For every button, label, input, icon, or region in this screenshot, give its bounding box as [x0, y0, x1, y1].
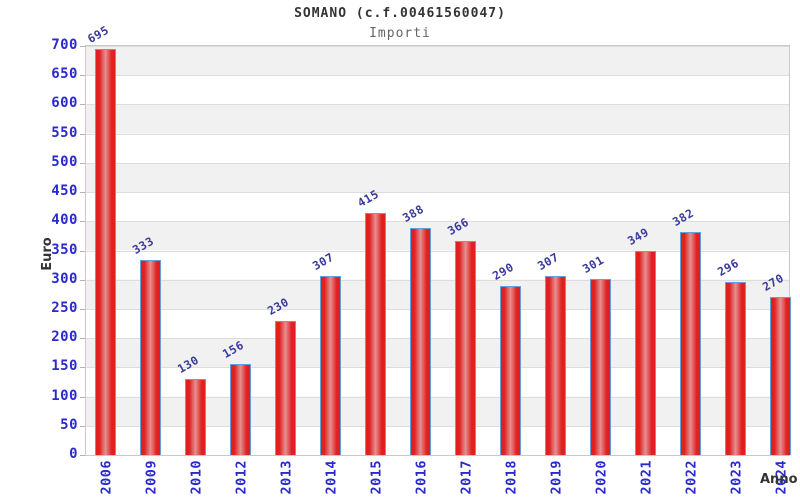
- bar-value-label-2022: 382: [669, 205, 696, 229]
- x-tick-label-2010: 2010: [188, 459, 204, 495]
- x-tick-label-2018: 2018: [503, 459, 519, 495]
- y-tick-label-200: 200: [51, 329, 78, 346]
- y-tick-label-450: 450: [51, 183, 78, 200]
- y-tick-label-0: 0: [69, 446, 78, 462]
- y-tick-mark-450: [80, 192, 85, 194]
- plot-area: 695 333 130 156 230 307 415 388 366 290 307 301 349 3…: [85, 23, 791, 456]
- x-tick-label-2022: 2022: [683, 459, 699, 495]
- bar-2014: [320, 275, 341, 455]
- y-tick-mark-200: [80, 338, 85, 340]
- x-tick-label-2015: 2015: [368, 459, 384, 495]
- bar-2006: [95, 48, 116, 455]
- y-tick-mark-350: [80, 250, 85, 252]
- y-tick-label-50: 50: [60, 416, 78, 433]
- y-tick-mark-700: [80, 46, 85, 47]
- bar-value-label-2021: 349: [624, 224, 651, 249]
- y-tick-label-250: 250: [51, 299, 78, 316]
- gridline-700: [86, 46, 789, 47]
- bar-value-label-2012: 156: [219, 337, 246, 361]
- bar-2018: [500, 285, 521, 455]
- bar-2022: [680, 231, 701, 455]
- x-axis-title: Anno: [760, 472, 798, 487]
- y-tick-label-400: 400: [51, 212, 78, 229]
- y-tick-mark-650: [80, 75, 85, 77]
- y-tick-label-650: 650: [51, 66, 78, 83]
- bar-value-label-2024: 270: [759, 270, 786, 295]
- gridline-650: [86, 75, 789, 77]
- bar-2012: [230, 363, 251, 455]
- bar-2020: [590, 279, 611, 455]
- chart-subtitle: Importi: [369, 26, 431, 41]
- gridline-550: [86, 133, 789, 135]
- bar-2021: [635, 251, 656, 455]
- gridline-300: [86, 279, 789, 281]
- bar-value-label-2015: 415: [354, 186, 381, 210]
- y-tick-label-150: 150: [51, 358, 78, 375]
- chart-title: SOMANO (c.f.00461560047): [294, 6, 506, 21]
- bar-2013: [275, 320, 296, 455]
- bar-value-label-2023: 296: [714, 255, 741, 280]
- y-tick-mark-550: [80, 133, 85, 135]
- gridline-100: [86, 396, 789, 398]
- y-tick-mark-600: [80, 104, 85, 106]
- bar-value-label-2017: 366: [444, 214, 471, 239]
- bar-2010: [185, 379, 206, 455]
- x-tick-label-2014: 2014: [323, 459, 339, 495]
- y-tick-mark-100: [80, 396, 85, 398]
- gridline-350: [86, 250, 789, 252]
- bar-value-label-2019: 307: [534, 249, 561, 273]
- y-tick-mark-0: [80, 455, 85, 456]
- gridline-150: [86, 367, 789, 369]
- x-tick-label-2021: 2021: [638, 459, 654, 495]
- bar-2009: [140, 260, 161, 455]
- x-tick-label-2016: 2016: [413, 459, 429, 495]
- y-tick-mark-400: [80, 221, 85, 223]
- gridline-50: [86, 425, 789, 427]
- bar-value-label-2009: 333: [129, 234, 156, 258]
- y-tick-label-500: 500: [51, 153, 78, 170]
- y-tick-label-300: 300: [51, 270, 78, 287]
- y-tick-label-700: 700: [51, 37, 78, 53]
- x-tick-label-2020: 2020: [593, 459, 609, 495]
- gridline-450: [86, 192, 789, 194]
- y-tick-label-350: 350: [51, 241, 78, 258]
- bar-value-label-2013: 230: [264, 294, 291, 318]
- x-tick-label-2019: 2019: [548, 459, 564, 495]
- y-tick-label-600: 600: [51, 95, 78, 112]
- x-tick-label-2006: 2006: [98, 459, 114, 495]
- bar-2019: [545, 275, 566, 455]
- x-tick-label-2017: 2017: [458, 459, 474, 495]
- gridline-200: [86, 338, 789, 340]
- bar-2023: [725, 282, 746, 455]
- bar-value-label-2014: 307: [309, 249, 336, 273]
- y-tick-label-100: 100: [51, 387, 78, 404]
- y-tick-label-550: 550: [51, 124, 78, 141]
- y-tick-mark-300: [80, 279, 85, 281]
- x-tick-label-2012: 2012: [233, 459, 249, 495]
- gridline-600: [86, 104, 789, 106]
- bar-2017: [455, 241, 476, 455]
- y-tick-mark-50: [80, 425, 85, 427]
- gridline-500: [86, 162, 789, 164]
- bar-value-label-2010: 130: [174, 352, 201, 376]
- gridline-400: [86, 221, 789, 223]
- x-tick-label-2023: 2023: [728, 459, 744, 495]
- bar-2016: [410, 228, 431, 455]
- y-tick-mark-250: [80, 308, 85, 310]
- bar-2015: [365, 212, 386, 455]
- gridline-250: [86, 308, 789, 310]
- x-tick-label-2013: 2013: [278, 459, 294, 495]
- bar-value-label-2020: 301: [579, 252, 606, 277]
- x-tick-label-2009: 2009: [143, 459, 159, 495]
- bar-2024: [770, 297, 791, 455]
- y-tick-mark-150: [80, 367, 85, 369]
- y-tick-mark-500: [80, 162, 85, 164]
